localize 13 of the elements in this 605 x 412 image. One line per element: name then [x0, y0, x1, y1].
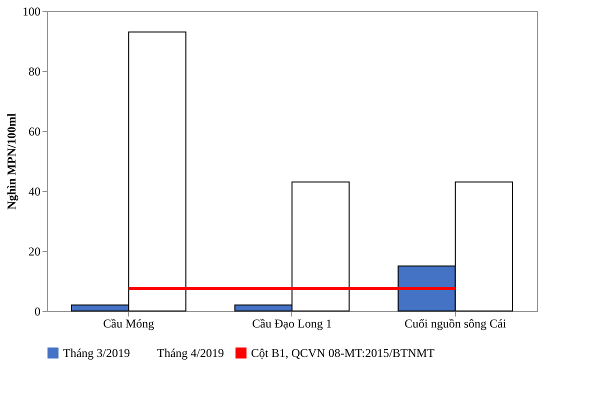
x-tick-label: Cầu Đạo Long 1	[252, 316, 332, 330]
y-tick-label: 80	[28, 64, 40, 78]
y-axis-title: Nghìn MPN/100ml	[4, 112, 18, 210]
y-tick-label: 0	[34, 304, 40, 318]
x-tick-label: Cầu Móng	[103, 316, 154, 330]
y-tick-label: 20	[28, 244, 40, 258]
y-tick-label: 100	[22, 4, 40, 18]
x-tick-label: Cuối nguồn sông Cái	[404, 316, 507, 330]
legend-label: Cột B1, QCVN 08-MT:2015/BTNMT	[251, 346, 436, 360]
text: Tháng 4/2019	[157, 346, 224, 360]
y-tick-label: 60	[28, 124, 40, 138]
y-tick-label: 40	[28, 184, 40, 198]
legend-label: Tháng 3/2019	[63, 346, 130, 360]
